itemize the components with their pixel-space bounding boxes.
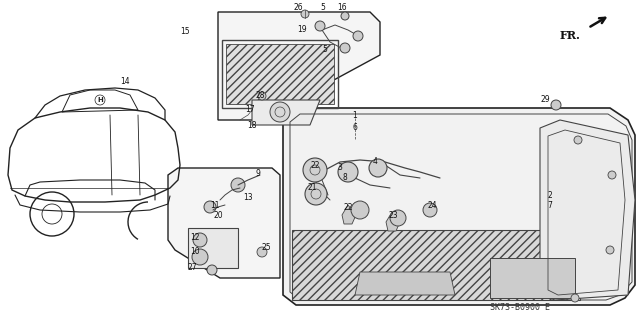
Text: 17: 17 <box>245 106 255 115</box>
Text: 5: 5 <box>323 46 328 55</box>
Circle shape <box>608 171 616 179</box>
Circle shape <box>192 249 208 265</box>
Circle shape <box>423 203 437 217</box>
Polygon shape <box>252 100 320 125</box>
Circle shape <box>353 31 363 41</box>
Text: 4: 4 <box>372 158 378 167</box>
Text: 5: 5 <box>321 4 325 12</box>
Circle shape <box>303 158 327 182</box>
Text: 26: 26 <box>293 4 303 12</box>
Text: 25: 25 <box>261 243 271 253</box>
Text: 22: 22 <box>343 204 353 212</box>
Circle shape <box>390 210 406 226</box>
Polygon shape <box>355 272 455 295</box>
Circle shape <box>257 247 267 257</box>
Circle shape <box>351 201 369 219</box>
Text: 27: 27 <box>187 263 197 272</box>
Circle shape <box>193 233 207 247</box>
Circle shape <box>338 162 358 182</box>
Circle shape <box>258 92 266 100</box>
Text: 29: 29 <box>540 95 550 105</box>
Text: H: H <box>97 97 103 103</box>
Text: 16: 16 <box>337 4 347 12</box>
Text: FR.: FR. <box>559 30 580 41</box>
Circle shape <box>340 43 350 53</box>
Circle shape <box>207 265 217 275</box>
Text: 23: 23 <box>388 211 398 220</box>
Polygon shape <box>226 44 334 104</box>
Text: 1: 1 <box>353 110 357 120</box>
Polygon shape <box>386 212 400 231</box>
Text: 7: 7 <box>548 202 552 211</box>
Circle shape <box>369 159 387 177</box>
Text: 11: 11 <box>211 201 220 210</box>
Text: 22: 22 <box>310 160 320 169</box>
Circle shape <box>606 246 614 254</box>
Circle shape <box>551 100 561 110</box>
Circle shape <box>231 178 245 192</box>
Text: 15: 15 <box>180 27 190 36</box>
Text: 6: 6 <box>353 123 357 132</box>
Text: 10: 10 <box>190 248 200 256</box>
Circle shape <box>301 10 309 18</box>
Polygon shape <box>540 120 635 300</box>
Text: 9: 9 <box>255 168 260 177</box>
Polygon shape <box>342 205 356 224</box>
Text: 14: 14 <box>120 78 130 86</box>
Text: 24: 24 <box>427 201 437 210</box>
Polygon shape <box>168 168 280 278</box>
Circle shape <box>305 183 327 205</box>
Circle shape <box>315 21 325 31</box>
Polygon shape <box>292 230 580 300</box>
Polygon shape <box>218 12 380 120</box>
Text: 21: 21 <box>307 183 317 192</box>
Text: 19: 19 <box>297 26 307 34</box>
Polygon shape <box>283 108 635 305</box>
Text: 13: 13 <box>243 194 253 203</box>
Circle shape <box>270 102 290 122</box>
Text: 8: 8 <box>342 174 348 182</box>
Text: 12: 12 <box>190 234 200 242</box>
Text: 2: 2 <box>548 190 552 199</box>
Text: 18: 18 <box>247 121 257 130</box>
Polygon shape <box>490 258 575 298</box>
Text: 28: 28 <box>255 92 265 100</box>
Circle shape <box>571 294 579 302</box>
Text: 3: 3 <box>337 164 342 173</box>
Circle shape <box>204 201 216 213</box>
Text: 20: 20 <box>213 211 223 219</box>
Circle shape <box>574 136 582 144</box>
Circle shape <box>341 12 349 20</box>
Polygon shape <box>188 228 238 268</box>
Text: SK73-B0900 E: SK73-B0900 E <box>490 303 550 312</box>
